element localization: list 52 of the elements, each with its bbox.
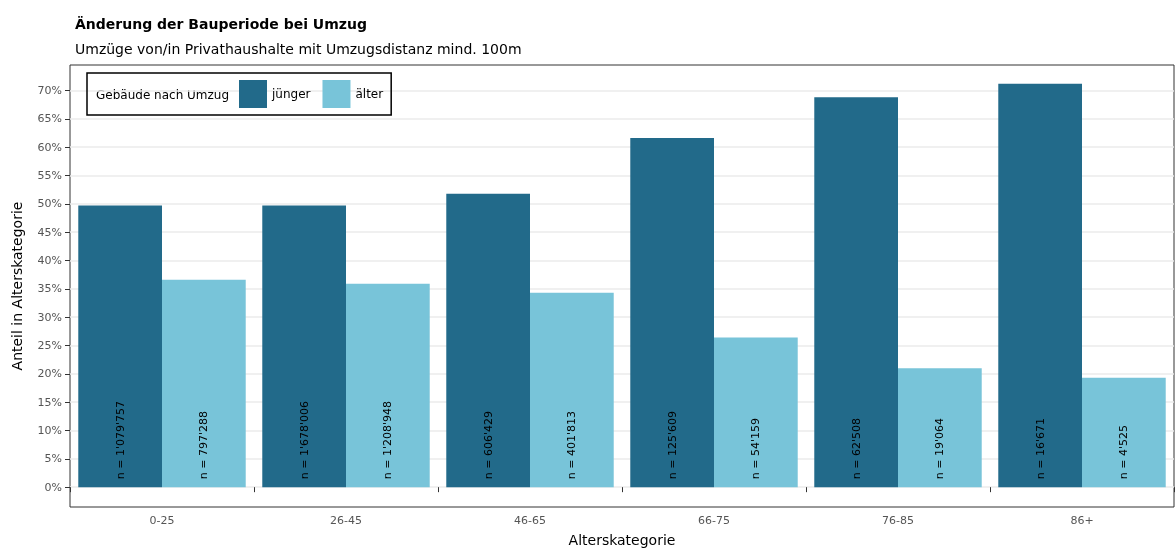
y-tick-label: 55% xyxy=(37,169,62,182)
y-tick-label: 25% xyxy=(37,339,62,352)
y-tick-label: 40% xyxy=(37,254,62,267)
bar xyxy=(714,337,798,488)
bar xyxy=(78,205,162,488)
bar xyxy=(530,292,614,488)
annotation: n = 19'064 xyxy=(933,417,947,480)
legend-label: älter xyxy=(355,87,384,101)
y-tick-label: 0% xyxy=(44,480,62,494)
annotation: n = 797'288 xyxy=(197,410,211,480)
y-tick-label: 10% xyxy=(37,424,62,437)
x-tick-label: 76-85 xyxy=(882,514,914,527)
y-tick-label: 5% xyxy=(44,452,62,466)
bar xyxy=(1082,377,1166,488)
annotation: n = 125'609 xyxy=(665,410,679,480)
bar xyxy=(162,279,246,488)
annotation: n = 4'525 xyxy=(1117,424,1131,480)
bar xyxy=(898,368,982,488)
chart-subtitle: Umzüge von/in Privathaushalte mit Umzugsdistanz mind. 100m xyxy=(75,41,522,57)
y-axis-title: Anteil in Alterskategorie xyxy=(9,201,25,371)
x-tick-label: 66-75 xyxy=(698,514,730,527)
annotation: n = 62'508 xyxy=(849,417,863,480)
annotation: n = 1'079'757 xyxy=(113,400,127,480)
x-tick-label: 0-25 xyxy=(149,514,175,527)
bar xyxy=(446,193,530,488)
y-tick-label: 30% xyxy=(37,310,62,324)
y-tick-label: 50% xyxy=(37,197,62,211)
y-tick-label: 60% xyxy=(37,140,62,154)
x-axis-title: Alterskategorie xyxy=(568,532,676,548)
bar xyxy=(346,283,430,488)
annotation: n = 606'429 xyxy=(481,410,495,480)
y-tick-label: 70% xyxy=(37,84,62,97)
x-tick-label: 46-65 xyxy=(514,514,546,527)
annotation: n = 54'159 xyxy=(749,417,763,480)
legend-title: Gebäude nach Umzug xyxy=(96,88,230,102)
annotation: n = 16'671 xyxy=(1033,417,1047,480)
chart-title: Änderung der Bauperiode bei Umzug xyxy=(75,16,367,32)
y-tick-label: 65% xyxy=(37,112,62,126)
y-tick-label: 35% xyxy=(37,282,62,296)
legend-label: jünger xyxy=(271,87,311,101)
annotation: n = 1'208'948 xyxy=(381,400,395,480)
y-tick-label: 45% xyxy=(37,225,62,239)
bar xyxy=(262,205,346,488)
y-tick-label: 15% xyxy=(37,395,62,409)
annotation: n = 1'678'006 xyxy=(297,400,311,480)
x-tick-label: 86+ xyxy=(1070,514,1094,527)
bar xyxy=(630,138,714,488)
x-tick-label: 26-45 xyxy=(330,514,362,527)
bar xyxy=(998,83,1082,488)
y-tick-label: 20% xyxy=(37,367,62,381)
annotation: n = 401'813 xyxy=(565,410,579,480)
bar xyxy=(814,97,898,488)
